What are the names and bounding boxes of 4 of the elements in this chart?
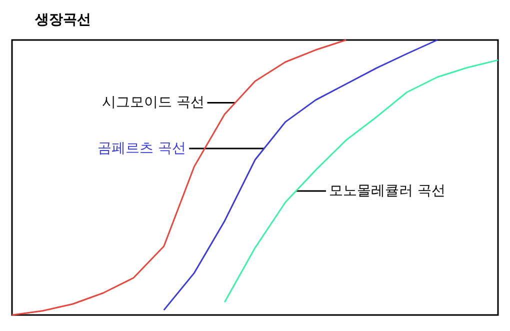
text: 곰페르츠 곡선 [98, 140, 186, 157]
chart-title: 생장곡선 [34, 12, 91, 28]
series-label: 모노몰레큘러 곡선 [329, 182, 446, 199]
series-label: 시그모이드 곡선 [102, 94, 204, 111]
